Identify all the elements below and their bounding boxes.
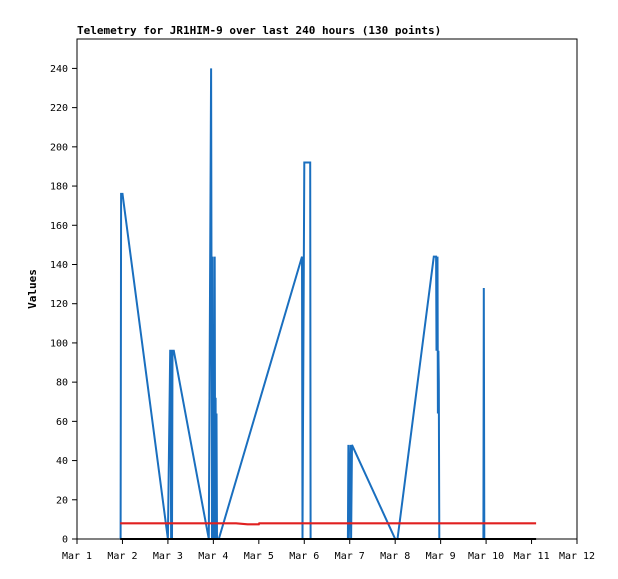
y-tick-label: 140	[50, 260, 68, 271]
x-tick-label: Mar 2	[107, 551, 137, 562]
y-tick-label: 200	[50, 142, 68, 153]
y-tick-label: 40	[56, 456, 68, 467]
y-axis-label: Values	[26, 269, 39, 309]
series-layer	[119, 68, 537, 540]
series-line-1	[119, 68, 486, 540]
x-tick-label: Mar 11	[513, 551, 549, 562]
y-tick-label: 0	[62, 535, 68, 546]
y-tick-label: 100	[50, 338, 68, 349]
x-tick-label: Mar 5	[244, 551, 274, 562]
y-tick-label: 120	[50, 299, 68, 310]
series-line-2	[120, 522, 537, 526]
x-tick-label: Mar 12	[559, 551, 595, 562]
x-tick-label: Mar 4	[198, 551, 228, 562]
y-tick-label: 160	[50, 221, 68, 232]
y-tick-label: 240	[50, 64, 68, 75]
x-tick-label: Mar 10	[468, 551, 504, 562]
y-tick-label: 80	[56, 378, 68, 389]
x-tick-label: Mar 3	[153, 551, 183, 562]
chart-title: Telemetry for JR1HIM-9 over last 240 hou…	[77, 24, 441, 37]
x-tick-label: Mar 9	[426, 551, 456, 562]
x-tick-label: Mar 8	[380, 551, 410, 562]
x-tick-label: Mar 6	[289, 551, 319, 562]
plot-area-frame	[76, 38, 578, 540]
y-tick-label: 20	[56, 495, 68, 506]
y-tick-label: 60	[56, 417, 68, 428]
x-tick-label: Mar 7	[335, 551, 365, 562]
x-axis: Mar 1 Mar 2 Mar 3 Mar 4 Mar 5 Mar 6 Mar 7 Mar 8…	[62, 539, 595, 562]
y-tick-label: 180	[50, 182, 68, 193]
y-tick-label: 220	[50, 103, 68, 114]
y-axis: 0 20 40 60 80 100 120 140 160 180 200 220 240	[50, 64, 77, 546]
x-tick-label: Mar 1	[62, 551, 92, 562]
